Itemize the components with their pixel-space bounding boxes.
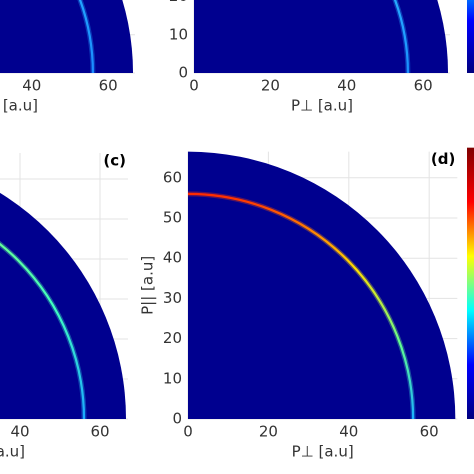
y-tick-label: 10 [169,25,188,43]
intensity-fill [188,151,456,420]
y-tick-label: 50 [163,209,182,227]
y-tick-label: 0 [178,64,188,82]
x-tick-label: 60 [99,77,118,95]
panel-label: (d) [431,150,455,168]
intensity-fill [0,192,126,419]
y-tick-label: 20 [163,329,182,347]
ring [393,0,410,74]
x-axis-label: P⊥ [a.u] [0,97,38,115]
x-axis-label: P⊥ [a.u] [0,443,25,461]
y-axis-label: P|| [a.u] [139,256,157,315]
x-axis-label: P⊥ [a.u] [291,97,353,115]
x-tick-label: 40 [10,423,29,441]
x-tick-label: 0 [183,423,193,441]
y-tick-label: 0 [172,410,182,428]
y-tick-label: 60 [163,168,182,186]
y-tick-label: 10 [163,369,182,387]
panel-label: (c) [103,152,126,170]
intensity-fill [0,0,134,73]
y-tick-label: 20 [169,0,188,5]
ring [187,192,415,420]
x-tick-label: 20 [259,423,278,441]
x-tick-label: 40 [337,77,356,95]
ring [78,0,95,74]
x-tick-label: 0 [189,77,199,95]
colorbar [467,147,474,420]
y-tick-label: 30 [163,289,182,307]
x-tick-label: 40 [22,77,41,95]
intensity-fill [194,0,449,73]
ring [0,242,86,420]
x-tick-label: 60 [414,77,433,95]
x-tick-label: 60 [420,423,439,441]
y-tick-label: 40 [163,249,182,267]
x-axis-label: P⊥ [a.u] [292,443,354,461]
x-tick-label: 40 [339,423,358,441]
x-tick-label: 20 [261,77,280,95]
colorbar [467,0,474,73]
x-tick-label: 60 [90,423,109,441]
